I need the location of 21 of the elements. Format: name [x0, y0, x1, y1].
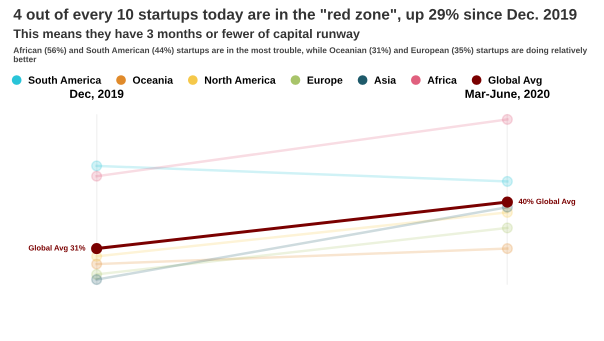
legend-label: Global Avg: [488, 76, 542, 86]
legend-label: North America: [204, 76, 276, 84]
legend-label: Oceania: [132, 76, 174, 84]
legend-label: Africa: [428, 76, 457, 84]
point: [502, 196, 513, 208]
x-tick-label: Mar-June, 2020: [466, 90, 550, 100]
chart-subtitle: This means they have 3 months or fewer of capital runway: [13, 28, 360, 41]
point: [91, 170, 102, 182]
point: [91, 160, 102, 172]
legend-label: Asia: [374, 76, 396, 84]
chart-title: 4 out of every 10 startups today are in the "red zone", up 29% since Dec. 2019: [14, 8, 577, 23]
point: [502, 222, 513, 234]
legend-label: South America: [28, 76, 102, 84]
point: [502, 176, 513, 187]
point: [91, 243, 102, 254]
point: [91, 274, 102, 286]
x-tick-label: Dec, 2019: [70, 90, 124, 100]
point: [502, 243, 513, 254]
text: African (56%) and South American (44%) startups are in the most trouble, while Oceanian (31%) and European (35%) startups are doing relatively better: [13, 47, 588, 62]
point: [502, 114, 513, 125]
legend-label: Europe: [308, 76, 342, 86]
